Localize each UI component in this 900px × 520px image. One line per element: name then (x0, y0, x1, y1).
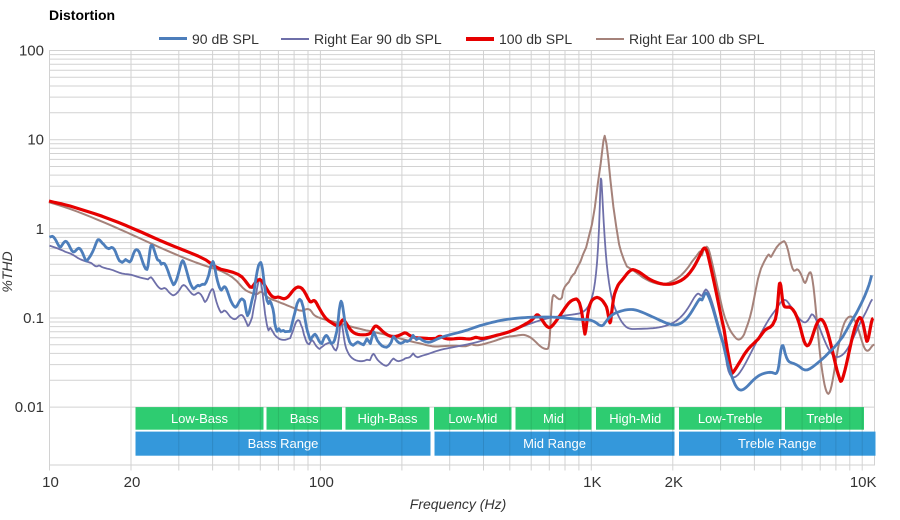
svg-text:Mid Range: Mid Range (523, 436, 586, 451)
svg-text:10: 10 (42, 474, 59, 491)
svg-text:Bass: Bass (290, 411, 319, 426)
svg-text:2K: 2K (665, 474, 683, 491)
svg-text:Bass Range: Bass Range (248, 436, 319, 451)
svg-text:Frequency (Hz): Frequency (Hz) (410, 496, 506, 512)
svg-text:Low-Bass: Low-Bass (171, 411, 229, 426)
svg-text:0.1: 0.1 (23, 310, 44, 327)
svg-text:1: 1 (36, 221, 44, 238)
svg-text:1K: 1K (583, 474, 601, 491)
svg-text:Low-Treble: Low-Treble (698, 411, 763, 426)
svg-text:High-Mid: High-Mid (609, 411, 661, 426)
svg-text:Treble Range: Treble Range (738, 436, 816, 451)
svg-text:Mid: Mid (543, 411, 564, 426)
svg-text:100: 100 (309, 474, 334, 491)
svg-text:10K: 10K (850, 474, 877, 491)
svg-text:%THD: %THD (0, 251, 15, 292)
svg-text:0.01: 0.01 (15, 399, 44, 416)
svg-text:20: 20 (124, 474, 141, 491)
svg-text:Low-Mid: Low-Mid (448, 411, 497, 426)
svg-text:High-Bass: High-Bass (358, 411, 418, 426)
svg-text:100: 100 (19, 43, 44, 60)
svg-text:10: 10 (27, 132, 44, 149)
svg-text:Treble: Treble (806, 411, 842, 426)
